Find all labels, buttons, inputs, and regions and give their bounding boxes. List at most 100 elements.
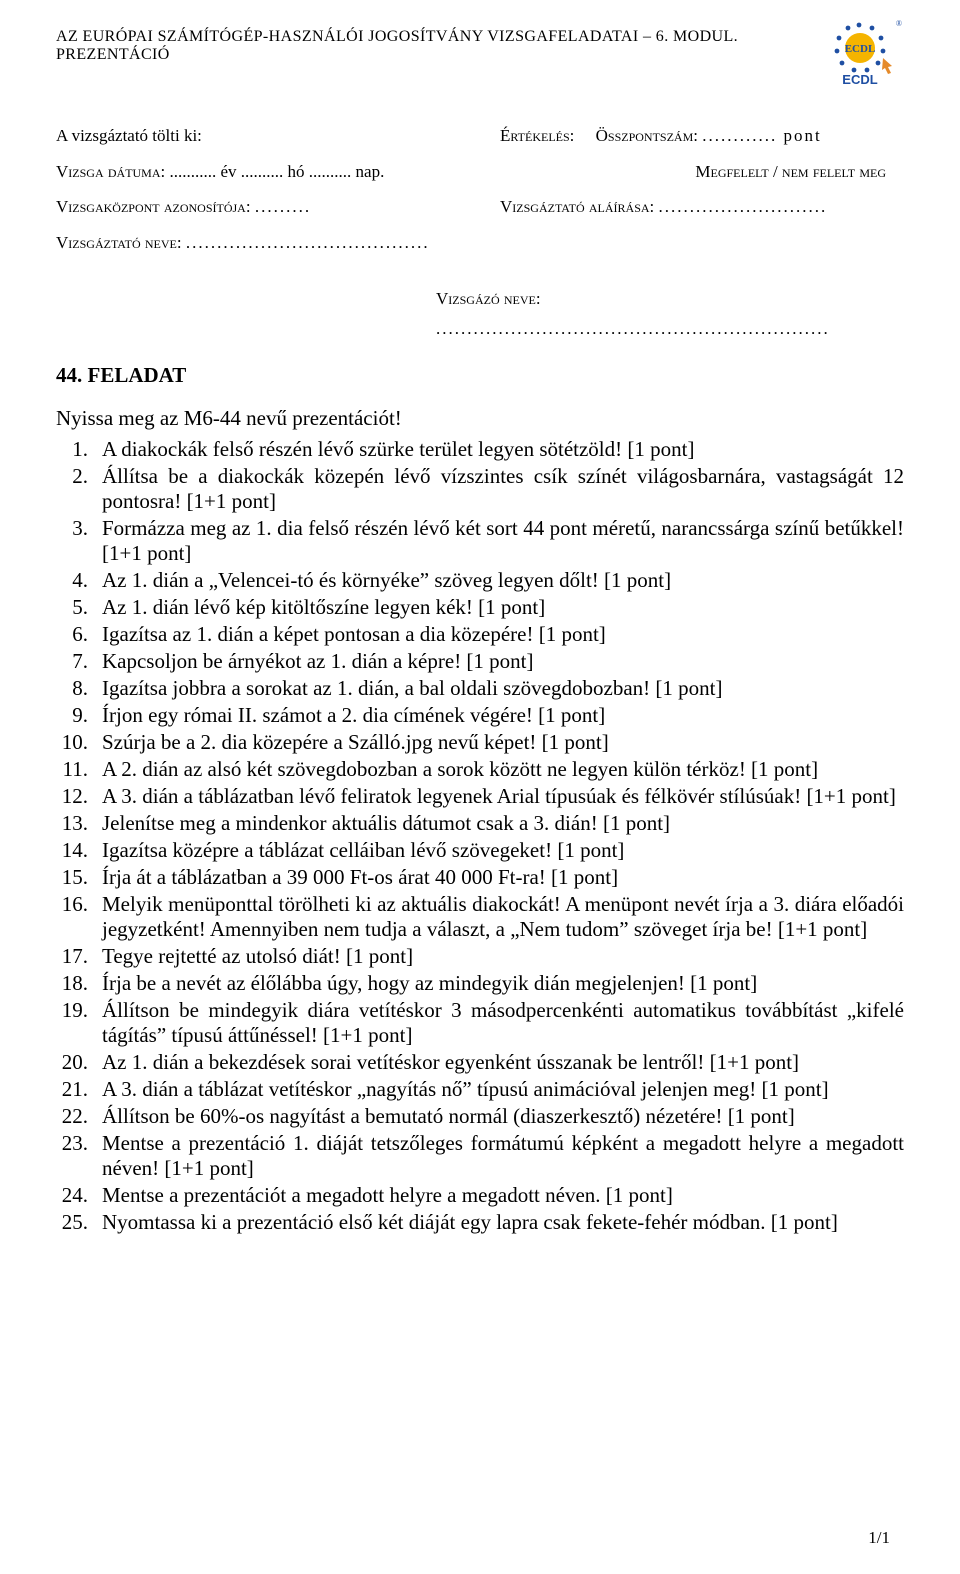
examinee-label: Vizsgázó neve: (436, 289, 541, 308)
task-item: 17.Tegye rejtetté az utolsó diát! [1 pon… (56, 944, 904, 969)
task-item-number: 4. (56, 568, 102, 593)
center-dots: ......... (255, 197, 311, 216)
task-item: 13.Jelenítse meg a mindenkor aktuális dá… (56, 811, 904, 836)
task-item: 15.Írja át a táblázatban a 39 000 Ft-os … (56, 865, 904, 890)
task-item-text: Állítson be mindegyik diára vetítéskor 3… (102, 998, 904, 1048)
task-item: 11.A 2. dián az alsó két szövegdobozban … (56, 757, 904, 782)
svg-text:ECDL: ECDL (845, 43, 876, 55)
task-item-number: 6. (56, 622, 102, 647)
task-item-number: 21. (56, 1077, 102, 1102)
task-item-text: Állítsa be a diakockák közepén lévő vízs… (102, 464, 904, 514)
task-item-text: Mentse a prezentáció 1. diáját tetszőleg… (102, 1131, 904, 1181)
task-item-number: 3. (56, 516, 102, 566)
task-item-text: A 2. dián az alsó két szövegdobozban a s… (102, 757, 904, 782)
task-item: 23.Mentse a prezentáció 1. diáját tetsző… (56, 1131, 904, 1181)
task-item-text: Az 1. dián a bekezdések sorai vetítéskor… (102, 1050, 904, 1075)
task-item-number: 2. (56, 464, 102, 514)
task-item-text: Igazítsa az 1. dián a képet pontosan a d… (102, 622, 904, 647)
task-item-text: Mentse a prezentációt a megadott helyre … (102, 1183, 904, 1208)
task-item-text: Szúrja be a 2. dia közepére a Szálló.jpg… (102, 730, 904, 755)
task-item-text: Igazítsa középre a táblázat celláiban lé… (102, 838, 904, 863)
task-item-text: Jelenítse meg a mindenkor aktuális dátum… (102, 811, 904, 836)
task-item-text: Állítson be 60%-os nagyítást a bemutató … (102, 1104, 904, 1129)
page-number: 1/1 (868, 1528, 890, 1548)
task-item-text: Nyomtassa ki a prezentáció első két diáj… (102, 1210, 904, 1235)
header: AZ EURÓPAI SZÁMÍTÓGÉP-HASZNÁLÓI JOGOSÍTV… (56, 28, 904, 88)
task-item-number: 7. (56, 649, 102, 674)
total-label: Összpontszám: (596, 126, 698, 145)
task-item-text: Melyik menüponttal törölheti ki az aktuá… (102, 892, 904, 942)
meta-block: A vizsgáztató tölti ki: Vizsga dátuma: .… (56, 118, 904, 261)
exam-date-label: Vizsga dátuma: (56, 162, 165, 181)
meta-left: A vizsgáztató tölti ki: Vizsga dátuma: .… (56, 118, 460, 261)
task-item-number: 18. (56, 971, 102, 996)
task-item: 7.Kapcsoljon be árnyékot az 1. dián a ké… (56, 649, 904, 674)
proctor-fills: A vizsgáztató tölti ki: (56, 118, 460, 154)
task-item-text: Formázza meg az 1. dia felső részén lévő… (102, 516, 904, 566)
task-item-number: 25. (56, 1210, 102, 1235)
task-item: 22.Állítson be 60%-os nagyítást a bemuta… (56, 1104, 904, 1129)
task-item-number: 8. (56, 676, 102, 701)
task-item-text: A 3. dián a táblázat vetítéskor „nagyítá… (102, 1077, 904, 1102)
task-item: 21.A 3. dián a táblázat vetítéskor „nagy… (56, 1077, 904, 1102)
task-item: 8.Igazítsa jobbra a sorokat az 1. dián, … (56, 676, 904, 701)
task-item-number: 20. (56, 1050, 102, 1075)
task-item-number: 16. (56, 892, 102, 942)
task-item-number: 24. (56, 1183, 102, 1208)
meta-right: Értékelés: Összpontszám: ............ po… (500, 118, 904, 261)
eval-row: Értékelés: Összpontszám: ............ po… (500, 118, 904, 154)
task-intro: Nyissa meg az M6-44 nevű prezentációt! (56, 406, 904, 431)
task-item: 19.Állítson be mindegyik diára vetítésko… (56, 998, 904, 1048)
task-item: 18.Írja be a nevét az élőlábba úgy, hogy… (56, 971, 904, 996)
sig-label: Vizsgáztató aláírása: (500, 197, 654, 216)
task-item-text: Igazítsa jobbra a sorokat az 1. dián, a … (102, 676, 904, 701)
sig-row: Vizsgáztató aláírása: ..................… (500, 189, 904, 225)
center-label: Vizsgaközpont azonosítója: (56, 197, 251, 216)
task-item: 6.Igazítsa az 1. dián a képet pontosan a… (56, 622, 904, 647)
task-item-text: Tegye rejtetté az utolsó diát! [1 pont] (102, 944, 904, 969)
task-item: 3.Formázza meg az 1. dia felső részén lé… (56, 516, 904, 566)
task-item-text: Írjon egy római II. számot a 2. dia címé… (102, 703, 904, 728)
task-item-number: 9. (56, 703, 102, 728)
proctor-label: Vizsgáztató neve: (56, 233, 182, 252)
eval-label: Értékelés: (500, 126, 574, 145)
task-item: 1.A diakockák felső részén lévő szürke t… (56, 437, 904, 462)
task-item: 25.Nyomtassa ki a prezentáció első két d… (56, 1210, 904, 1235)
task-item-number: 5. (56, 595, 102, 620)
task-item: 9.Írjon egy római II. számot a 2. dia cí… (56, 703, 904, 728)
task-item-number: 23. (56, 1131, 102, 1181)
task-item: 4.Az 1. dián a „Velencei-tó és környéke”… (56, 568, 904, 593)
task-item-text: Írja be a nevét az élőlábba úgy, hogy az… (102, 971, 904, 996)
center-row: Vizsgaközpont azonosítója: ......... (56, 189, 460, 225)
task-item: 10.Szúrja be a 2. dia közepére a Szálló.… (56, 730, 904, 755)
task-item-number: 17. (56, 944, 102, 969)
examinee-dots: ........................................… (436, 319, 904, 339)
total-dots: ............ pont (702, 126, 821, 145)
task-item-number: 15. (56, 865, 102, 890)
exam-date-row: Vizsga dátuma: ........... év ..........… (56, 154, 460, 190)
task-item: 14.Igazítsa középre a táblázat celláiban… (56, 838, 904, 863)
exam-date-tail: ........... év .......... hó .......... … (170, 162, 385, 181)
task-item: 20.Az 1. dián a bekezdések sorai vetítés… (56, 1050, 904, 1075)
task-item-text: A diakockák felső részén lévő szürke ter… (102, 437, 904, 462)
task-item-number: 11. (56, 757, 102, 782)
task-item-number: 19. (56, 998, 102, 1048)
passfail: Megfelelt / nem felelt meg (695, 162, 886, 181)
task-item: 2.Állítsa be a diakockák közepén lévő ví… (56, 464, 904, 514)
task-item-number: 22. (56, 1104, 102, 1129)
task-title: 44. FELADAT (56, 363, 904, 388)
proctor-dots: ....................................... (186, 233, 430, 252)
ecdl-logo: ® ECDL ECDL (826, 18, 904, 88)
task-item-text: Kapcsoljon be árnyékot az 1. dián a képr… (102, 649, 904, 674)
task-item-number: 14. (56, 838, 102, 863)
svg-text:®: ® (896, 19, 902, 28)
task-item-number: 10. (56, 730, 102, 755)
task-item-text: A 3. dián a táblázatban lévő feliratok l… (102, 784, 904, 809)
task-item: 5.Az 1. dián lévő kép kitöltőszíne legye… (56, 595, 904, 620)
examinee-block: Vizsgázó neve: .........................… (436, 289, 904, 339)
task-item-number: 1. (56, 437, 102, 462)
proctor-row: Vizsgáztató neve: ......................… (56, 225, 460, 261)
header-title: AZ EURÓPAI SZÁMÍTÓGÉP-HASZNÁLÓI JOGOSÍTV… (56, 28, 826, 64)
task-item: 12.A 3. dián a táblázatban lévő felirato… (56, 784, 904, 809)
page: AZ EURÓPAI SZÁMÍTÓGÉP-HASZNÁLÓI JOGOSÍTV… (0, 0, 960, 1574)
